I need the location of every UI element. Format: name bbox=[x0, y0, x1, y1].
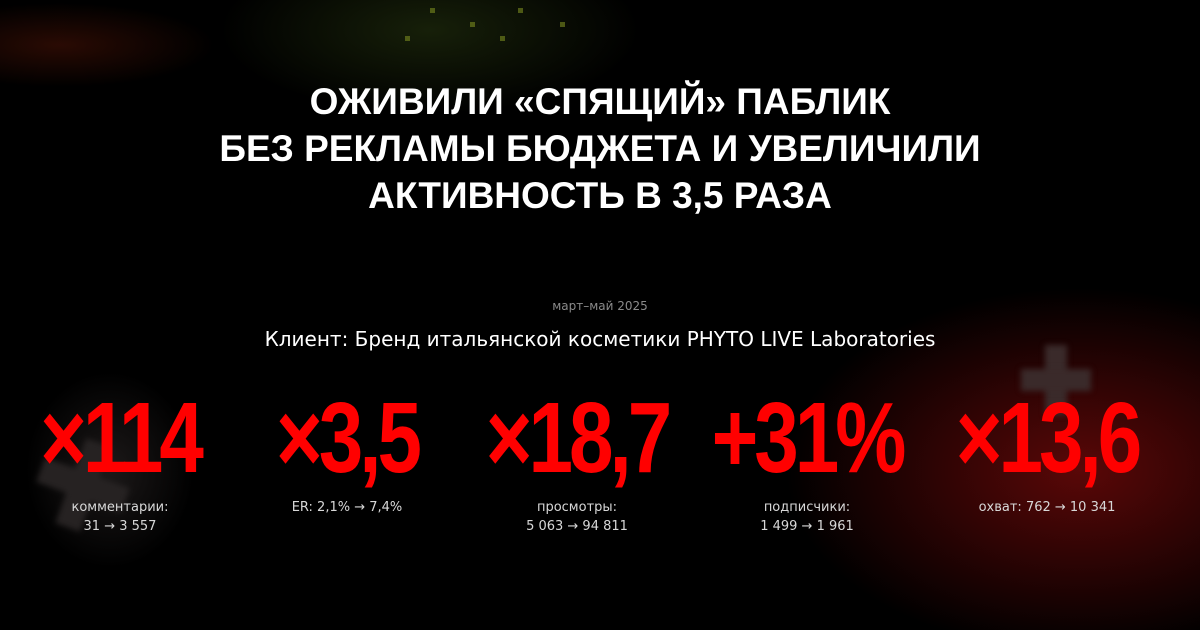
stat-label: ER: 2,1% → 7,4% bbox=[237, 498, 457, 517]
headline: Оживили «спящий» паблик без рекламы бюдж… bbox=[0, 78, 1200, 219]
stat-value: ×18,7 bbox=[485, 381, 672, 493]
headline-line: без рекламы бюджета и увеличили bbox=[219, 128, 981, 169]
stat-label: просмотры: 5 063 → 94 811 bbox=[467, 498, 687, 536]
stat-views: ×18,7 просмотры: 5 063 → 94 811 bbox=[467, 382, 687, 536]
stat-value: ×114 bbox=[40, 381, 204, 493]
stat-value: ×3,5 bbox=[276, 381, 422, 493]
stat-value: +31% bbox=[711, 381, 907, 493]
headline-line: активность в 3,5 раза bbox=[368, 175, 832, 216]
stat-label: подписчики: 1 499 → 1 961 bbox=[697, 498, 917, 536]
stat-er: ×3,5 ER: 2,1% → 7,4% bbox=[237, 382, 457, 517]
period: март–май 2025 bbox=[552, 299, 648, 313]
stat-label-line: 1 499 → 1 961 bbox=[760, 519, 854, 534]
stat-label-line: комментарии: bbox=[71, 500, 169, 515]
stat-label: охват: 762 → 10 341 bbox=[937, 498, 1157, 517]
stat-label-line: 5 063 → 94 811 bbox=[526, 519, 628, 534]
stat-label-line: подписчики: bbox=[763, 500, 851, 515]
stat-reach: ×13,6 охват: 762 → 10 341 bbox=[937, 382, 1157, 517]
headline-line: Оживили «спящий» паблик bbox=[309, 81, 891, 122]
stat-label-line: просмотры: bbox=[536, 500, 618, 515]
stat-value: ×13,6 bbox=[955, 381, 1142, 493]
stat-label-line: ER: 2,1% → 7,4% bbox=[291, 500, 403, 515]
stat-label-line: охват: 762 → 10 341 bbox=[978, 500, 1116, 515]
stat-comments: ×114 комментарии: 31 → 3 557 bbox=[10, 382, 230, 536]
client: Клиент: Бренд итальянской косметики PHYT… bbox=[264, 327, 936, 351]
stat-subscribers: +31% подписчики: 1 499 → 1 961 bbox=[697, 382, 917, 536]
stat-label-line: 31 → 3 557 bbox=[83, 519, 157, 534]
stat-label: комментарии: 31 → 3 557 bbox=[10, 498, 230, 536]
